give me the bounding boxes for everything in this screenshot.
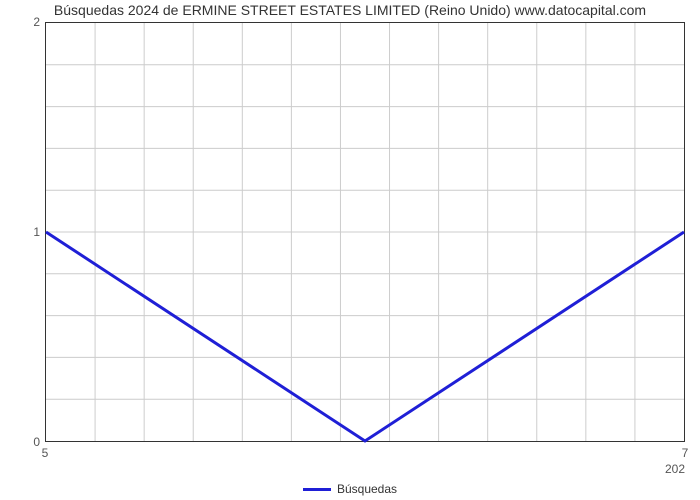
y-tick-label: 1 bbox=[33, 225, 40, 239]
y-tick-label: 2 bbox=[33, 15, 40, 29]
plot-area bbox=[45, 22, 685, 442]
x-secondary-label: 202 bbox=[665, 462, 685, 476]
legend-swatch bbox=[303, 488, 331, 491]
legend: Búsquedas bbox=[0, 481, 700, 496]
y-tick-label: 0 bbox=[33, 435, 40, 449]
grid-and-line-svg bbox=[46, 23, 684, 441]
x-tick-label: 5 bbox=[42, 446, 49, 460]
legend-label: Búsquedas bbox=[337, 482, 397, 496]
series-line bbox=[46, 232, 684, 441]
x-tick-label: 7 bbox=[682, 446, 689, 460]
chart-container: Búsquedas 2024 de ERMINE STREET ESTATES … bbox=[0, 0, 700, 500]
chart-title: Búsquedas 2024 de ERMINE STREET ESTATES … bbox=[0, 2, 700, 18]
